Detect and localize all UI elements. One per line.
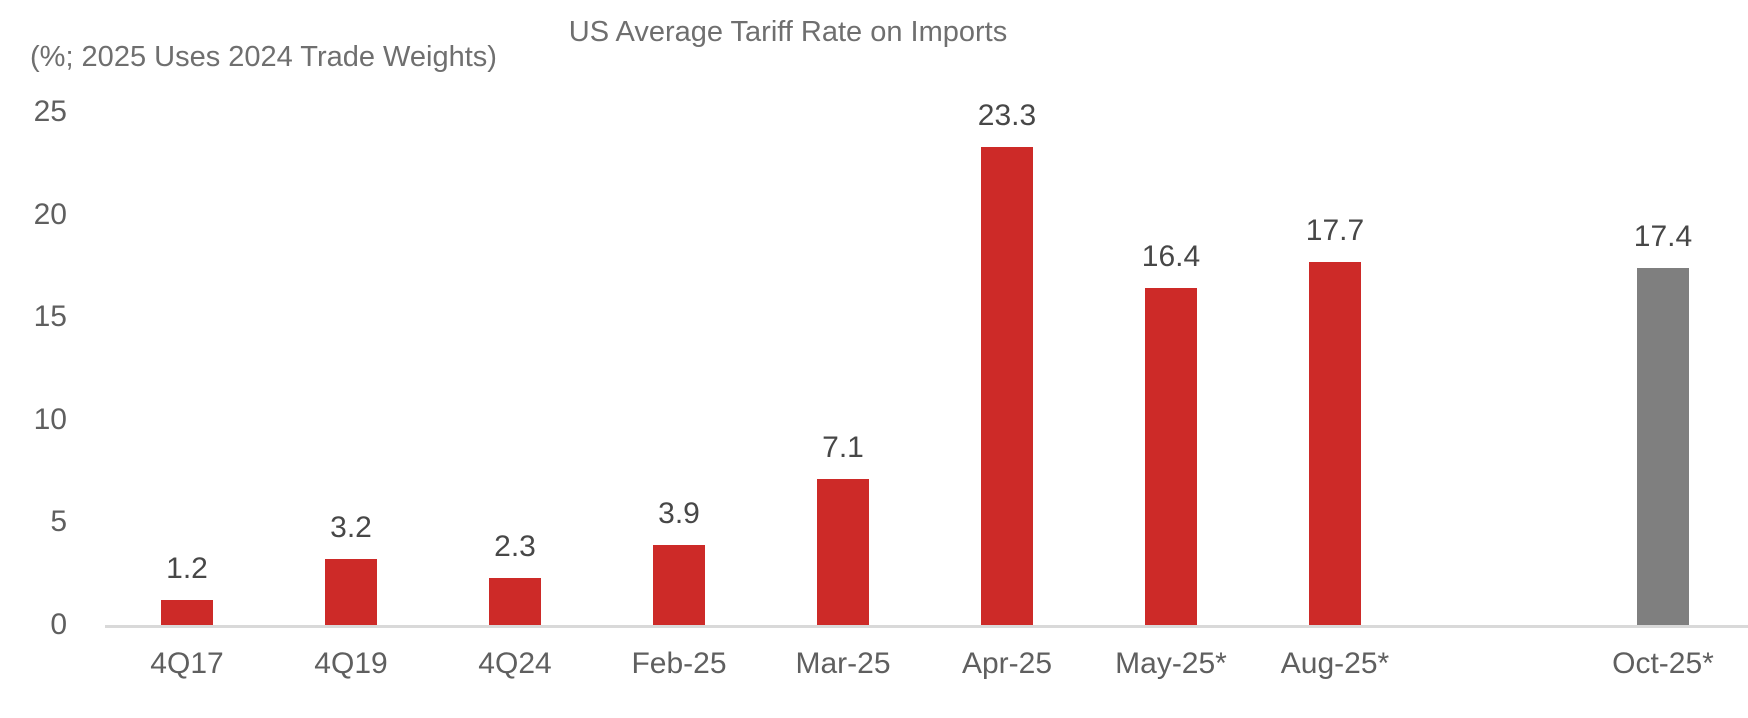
bar-value-label: 23.3 [977, 98, 1037, 132]
bar-value-label: 16.4 [1141, 240, 1201, 274]
category-slot: 17.7 Aug-25* [1253, 112, 1417, 680]
category-slot: 7.1 Mar-25 [761, 112, 925, 680]
bar-value-label: 3.9 [658, 496, 700, 530]
category-slot: 1.2 4Q17 [105, 112, 269, 680]
category-slot: 17.4 Oct-25* [1581, 112, 1745, 680]
y-tick-label: 0 [50, 608, 67, 641]
category-label: 4Q24 [478, 647, 552, 680]
bar-value-label: 17.4 [1633, 219, 1693, 253]
x-axis-line [105, 625, 1748, 628]
category-slot [1417, 112, 1581, 625]
bar [161, 600, 213, 625]
y-axis: 25 20 15 10 5 0 [0, 95, 67, 641]
y-tick-label: 20 [33, 197, 67, 231]
y-tick-label: 10 [33, 402, 67, 436]
bar [817, 479, 869, 625]
bar [981, 146, 1033, 625]
bar [1145, 288, 1197, 625]
chart-title: US Average Tariff Rate on Imports [568, 16, 1008, 48]
category-label: 4Q19 [314, 647, 388, 680]
bar-value-label: 7.1 [822, 431, 864, 465]
category-label: Apr-25 [961, 647, 1053, 680]
category-slot: 3.2 4Q19 [269, 112, 433, 680]
category-label: 4Q17 [150, 647, 224, 680]
bar [653, 544, 705, 625]
bar [489, 577, 541, 625]
bar-value-label: 1.2 [166, 552, 208, 586]
category-slot: 23.3 Apr-25 [925, 99, 1089, 680]
category-slot: 3.9 Feb-25 [597, 112, 761, 680]
bar-value-label: 17.7 [1305, 213, 1365, 247]
chart-subtitle: (%; 2025 Uses 2024 Trade Weights) [30, 41, 497, 73]
y-tick-label: 15 [33, 300, 67, 334]
y-tick-label: 25 [33, 95, 67, 128]
category-slot: 16.4 May-25* [1089, 112, 1253, 680]
plot-area: 1.2 4Q17 3.2 4Q19 2.3 4Q24 3.9 Feb-25 7.1 Mar-25 2… [105, 99, 1745, 680]
category-label: May-25* [1115, 647, 1227, 680]
bar [325, 559, 377, 625]
category-label: Feb-25 [631, 647, 727, 680]
y-tick-label: 5 [50, 505, 67, 539]
bar-value-label: 3.2 [330, 511, 372, 545]
category-label: Mar-25 [795, 647, 891, 680]
category-label: Oct-25* [1612, 647, 1714, 680]
bar [1309, 261, 1361, 625]
bar [1637, 267, 1689, 625]
category-slot: 2.3 4Q24 [433, 112, 597, 680]
category-label: Aug-25* [1280, 647, 1390, 680]
bar-value-label: 2.3 [494, 529, 536, 563]
